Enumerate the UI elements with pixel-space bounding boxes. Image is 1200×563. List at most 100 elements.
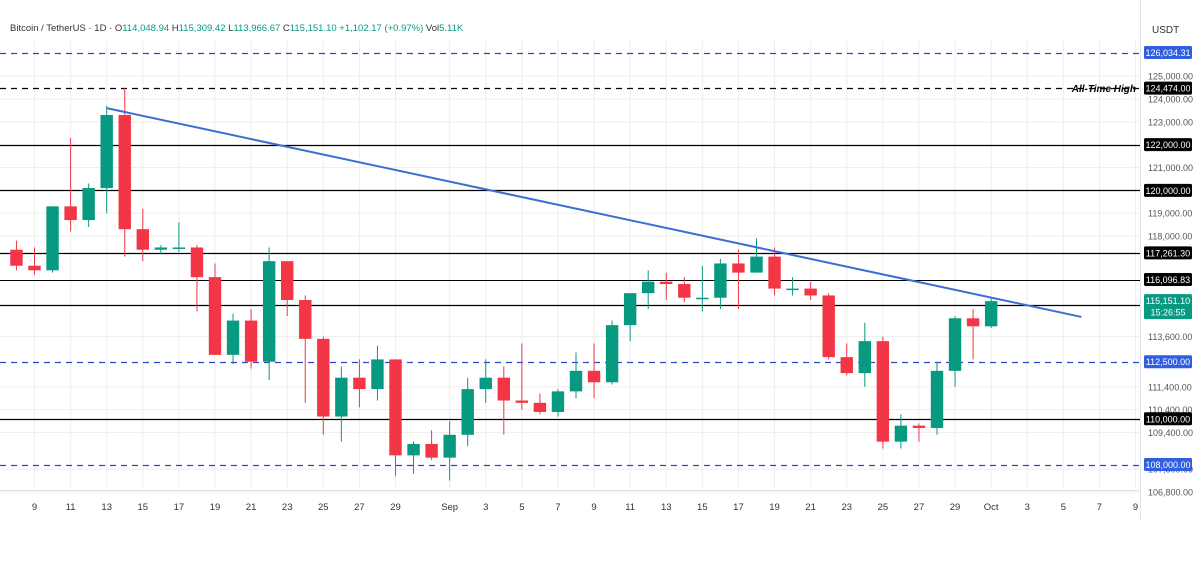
y-tick-label-0: 125,000.00 bbox=[1148, 72, 1193, 82]
candle-body bbox=[750, 256, 763, 273]
candle-2025-09-17 bbox=[732, 249, 745, 310]
candle-body bbox=[100, 114, 113, 189]
x-tick-label-5: 19 bbox=[210, 502, 221, 513]
candle-2025-08-29 bbox=[389, 359, 402, 476]
y-tick-label-3: 121,000.00 bbox=[1148, 163, 1193, 173]
candle-body bbox=[822, 295, 835, 358]
x-tick-label-20: 19 bbox=[769, 502, 780, 513]
candle-2025-09-19 bbox=[768, 247, 781, 296]
candle-2025-09-11 bbox=[623, 293, 637, 342]
candle-2025-08-10 bbox=[46, 206, 59, 273]
x-tick-label-6: 21 bbox=[246, 502, 257, 513]
y-tick-label-1: 124,000.00 bbox=[1148, 94, 1193, 104]
current-price-text: 115,151.10 bbox=[1146, 296, 1190, 306]
symbol-title: Bitcoin / TetherUS · 1D · bbox=[10, 23, 113, 34]
level-price-tag-text: 120,000.00 bbox=[1145, 186, 1190, 196]
x-tick-label-7: 23 bbox=[282, 502, 293, 513]
level-price-tag-4: 117,261.30 bbox=[1144, 246, 1192, 260]
candle-body bbox=[443, 434, 456, 458]
x-tick-label-4: 17 bbox=[174, 502, 185, 513]
candle-body bbox=[208, 277, 222, 355]
candle-2025-08-19 bbox=[208, 263, 222, 355]
current-price-bg bbox=[1144, 294, 1192, 320]
x-tick-label-30: 9 bbox=[1133, 502, 1138, 513]
level-price-tag-text: 108,000.00 bbox=[1145, 460, 1190, 470]
candle-2025-08-08 bbox=[10, 240, 23, 271]
candle-body bbox=[226, 320, 240, 355]
candle-body bbox=[154, 247, 168, 250]
candle-body bbox=[804, 288, 817, 296]
x-tick-label-14: 7 bbox=[555, 502, 560, 513]
x-tick-label-15: 9 bbox=[591, 502, 596, 513]
descending-trendline bbox=[106, 107, 1082, 318]
x-tick-label-27: 3 bbox=[1025, 502, 1030, 513]
y-tick-label-7: 111,400.00 bbox=[1148, 382, 1192, 392]
level-price-tag-bg bbox=[1144, 183, 1192, 197]
candle-2025-09-25 bbox=[876, 336, 890, 449]
candle-body bbox=[10, 249, 23, 266]
countdown-text: 15:26:55 bbox=[1150, 308, 1185, 318]
candle-2025-09-10 bbox=[605, 320, 619, 385]
low-label: L bbox=[228, 23, 234, 34]
candle-2025-08-23 bbox=[281, 261, 294, 317]
candle-2025-08-24 bbox=[299, 295, 312, 403]
candle-2025-09-21 bbox=[804, 281, 817, 301]
candle-2025-09-04 bbox=[497, 366, 510, 435]
level-price-tag-bg bbox=[1144, 46, 1192, 59]
x-tick-label-24: 27 bbox=[914, 502, 925, 513]
low-value: 113,966.67 bbox=[233, 23, 281, 34]
level-price-tag-text: 117,261.30 bbox=[1146, 248, 1190, 258]
y-tick-label-11: 106,800.00 bbox=[1148, 487, 1193, 497]
candle-body bbox=[876, 341, 890, 442]
candle-body bbox=[190, 247, 204, 278]
currency-label: USDT bbox=[1152, 25, 1180, 36]
y-tick-label-2: 123,000.00 bbox=[1148, 117, 1193, 127]
y-tick-label-8: 110,400.00 bbox=[1148, 405, 1192, 415]
candle-body bbox=[623, 293, 637, 326]
open-label: O bbox=[114, 23, 123, 34]
candle-body bbox=[479, 377, 492, 390]
current-price-tag: 115,151.10 15:26:55 bbox=[1144, 294, 1192, 320]
level-price-tag-text: 122,000.00 bbox=[1145, 140, 1190, 150]
candle-body bbox=[786, 288, 799, 291]
level-price-tag-7: 112,500.00 bbox=[1144, 355, 1192, 369]
candle-2025-09-06 bbox=[533, 393, 547, 415]
y-tick-label-4: 119,000.00 bbox=[1148, 209, 1192, 219]
x-tick-label-12: 3 bbox=[483, 502, 488, 513]
candle-2025-08-20 bbox=[226, 313, 240, 364]
x-tick-label-3: 15 bbox=[138, 502, 149, 513]
candle-2025-08-31 bbox=[425, 430, 438, 460]
candle-2025-09-16 bbox=[714, 258, 727, 310]
x-tick-label-16: 11 bbox=[625, 502, 635, 513]
candle-body bbox=[569, 370, 583, 392]
x-tick-label-28: 5 bbox=[1061, 502, 1066, 513]
candle-body bbox=[678, 284, 691, 298]
candle-2025-08-21 bbox=[244, 309, 258, 369]
candle-2025-09-01 bbox=[443, 421, 456, 481]
candle-body bbox=[172, 247, 186, 249]
candle-2025-08-16 bbox=[154, 245, 168, 255]
candle-2025-09-05 bbox=[515, 343, 529, 410]
candle-2025-09-18 bbox=[750, 238, 763, 273]
level-price-tag-bg bbox=[1144, 81, 1192, 95]
level-price-tag-bg bbox=[1144, 246, 1192, 260]
candle-2025-10-01 bbox=[984, 297, 998, 329]
x-tick-label-22: 23 bbox=[841, 502, 852, 513]
y-tick-label-5: 118,000.00 bbox=[1148, 232, 1192, 242]
candle-body bbox=[948, 318, 962, 371]
candle-body bbox=[551, 391, 565, 412]
candle-2025-09-23 bbox=[840, 343, 853, 376]
candle-body bbox=[714, 263, 727, 298]
candle-body bbox=[587, 370, 601, 383]
candle-2025-09-09 bbox=[587, 343, 601, 399]
high-label: H bbox=[171, 23, 179, 34]
x-tick-label-0: 9 bbox=[32, 502, 37, 513]
x-tick-label-13: 5 bbox=[519, 502, 524, 513]
candle-2025-09-29 bbox=[948, 316, 962, 387]
x-tick-label-18: 15 bbox=[697, 502, 708, 513]
x-tick-label-29: 7 bbox=[1097, 502, 1102, 513]
candle-2025-09-07 bbox=[551, 389, 565, 417]
candle-2025-08-13 bbox=[100, 105, 113, 214]
